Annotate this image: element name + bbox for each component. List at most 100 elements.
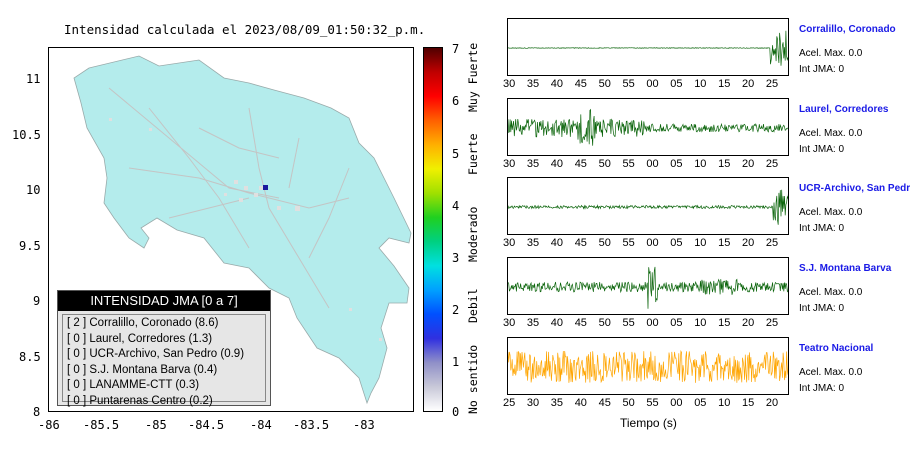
- waveform-panel: [507, 177, 789, 235]
- time-tick: 45: [574, 158, 587, 170]
- time-tick: 50: [622, 397, 635, 409]
- waveform-trace: [508, 189, 788, 225]
- legend-item: [ 2 ] Corralillo, Coronado (8.6): [67, 317, 219, 329]
- y-tick: 8: [33, 405, 41, 419]
- time-tick: 05: [670, 78, 683, 90]
- legend-list: [ 2 ] Corralillo, Coronado (8.6) [ 0 ] L…: [62, 314, 266, 407]
- station-name: S.J. Montana Barva: [799, 263, 892, 274]
- map-title: Intensidad calculada el 2023/08/09_01:50…: [64, 22, 426, 37]
- time-tick: 00: [646, 78, 659, 90]
- time-tick: 25: [503, 397, 516, 409]
- time-tick: 10: [694, 317, 707, 329]
- time-tick: 45: [574, 237, 587, 249]
- time-tick: 55: [622, 78, 635, 90]
- time-tick: 00: [646, 158, 659, 170]
- y-tick: 9.5: [19, 239, 41, 253]
- x-tick: -85: [145, 418, 167, 432]
- waveform-line: [508, 189, 788, 225]
- time-tick: 15: [742, 397, 755, 409]
- jma-intensity: Int JMA: 0: [799, 223, 845, 234]
- colorbar-category: Moderado: [466, 206, 480, 262]
- time-tick: 35: [526, 78, 540, 90]
- time-tick: 30: [503, 78, 516, 90]
- colorbar-tick: 0: [452, 405, 460, 419]
- x-tick: -83.5: [293, 418, 330, 432]
- x-tick: -83: [353, 418, 375, 432]
- time-tick: 20: [742, 158, 755, 170]
- time-tick: 25: [765, 158, 779, 170]
- time-tick: 55: [622, 158, 635, 170]
- costa-rica-land: [73, 55, 412, 405]
- time-tick: 40: [550, 158, 564, 170]
- time-tick: 35: [550, 397, 564, 409]
- time-tick: 25: [765, 237, 779, 249]
- x-tick: -84.5: [188, 418, 225, 432]
- time-tick: 15: [718, 78, 731, 90]
- time-tick: 55: [646, 397, 659, 409]
- time-tick: 30: [503, 158, 516, 170]
- colorbar-tick: 3: [452, 251, 460, 265]
- waveform-panel: [507, 337, 789, 395]
- colorbar-category: Fuerte: [466, 133, 480, 175]
- legend-item: [ 0 ] LANAMME-CTT (0.3): [67, 379, 200, 391]
- colorbar-tick: 5: [452, 147, 460, 161]
- time-tick: 55: [622, 317, 635, 329]
- time-tick: 15: [718, 317, 731, 329]
- time-tick: 25: [765, 78, 779, 90]
- colorbar-category: Debil: [466, 288, 480, 323]
- time-tick: 20: [742, 317, 755, 329]
- time-tick: 40: [550, 237, 564, 249]
- station-name: UCR-Archivo, San Pedro: [799, 183, 910, 194]
- x-tick: -85.5: [83, 418, 120, 432]
- time-tick: 15: [718, 158, 731, 170]
- time-tick: 25: [765, 317, 779, 329]
- time-tick: 05: [670, 317, 683, 329]
- time-tick: 20: [742, 237, 755, 249]
- waveform-trace: [508, 108, 788, 146]
- intensity-legend: INTENSIDAD JMA [0 a 7] [ 2 ] Corralillo,…: [57, 290, 271, 407]
- legend-item: [ 0 ] S.J. Montana Barva (0.4): [67, 363, 218, 376]
- time-tick: 05: [670, 158, 683, 170]
- time-tick: 10: [694, 237, 707, 249]
- time-tick: 20: [765, 397, 779, 409]
- station-name: Corralillo, Coronado: [799, 24, 896, 35]
- intensity-colorbar: [423, 47, 443, 412]
- colorbar-category: No sentido: [466, 344, 480, 414]
- time-tick: 15: [718, 237, 731, 249]
- waveform-line: [508, 30, 788, 66]
- waveform-line: [508, 349, 788, 384]
- colorbar-tick: 4: [452, 199, 460, 213]
- y-tick: 9: [33, 294, 41, 308]
- time-tick: 10: [718, 397, 731, 409]
- y-tick: 8.5: [19, 350, 41, 364]
- colorbar-tick: 7: [452, 42, 460, 56]
- time-tick: 35: [526, 237, 540, 249]
- time-tick: 00: [646, 237, 659, 249]
- x-tick: -86: [38, 418, 60, 432]
- time-tick: 50: [598, 237, 611, 249]
- jma-intensity: Int JMA: 0: [799, 383, 845, 394]
- time-tick: 45: [574, 78, 587, 90]
- waveform-line: [508, 266, 788, 309]
- time-tick: 35: [526, 317, 540, 329]
- time-tick: 10: [694, 78, 707, 90]
- colorbar-tick: 6: [452, 94, 460, 108]
- time-tick: 45: [574, 317, 587, 329]
- max-acceleration: Acel. Max. 0.0: [799, 207, 863, 218]
- jma-intensity: Int JMA: 0: [799, 144, 845, 155]
- time-tick: 50: [598, 78, 611, 90]
- time-tick: 40: [550, 317, 564, 329]
- waveform-trace: [508, 266, 788, 309]
- waveform-trace: [508, 30, 788, 66]
- waveform-trace: [508, 349, 788, 384]
- time-tick: 00: [646, 317, 659, 329]
- waveform-panel: [507, 257, 789, 315]
- station-marker: [263, 185, 268, 190]
- waveform-panel: [507, 98, 789, 156]
- colorbar-category: Muy Fuerte: [466, 42, 480, 112]
- time-tick: 50: [598, 158, 611, 170]
- x-axis-label: Tiempo (s): [620, 416, 677, 430]
- time-tick: 05: [694, 397, 707, 409]
- time-tick: 45: [598, 397, 611, 409]
- time-tick: 05: [670, 237, 683, 249]
